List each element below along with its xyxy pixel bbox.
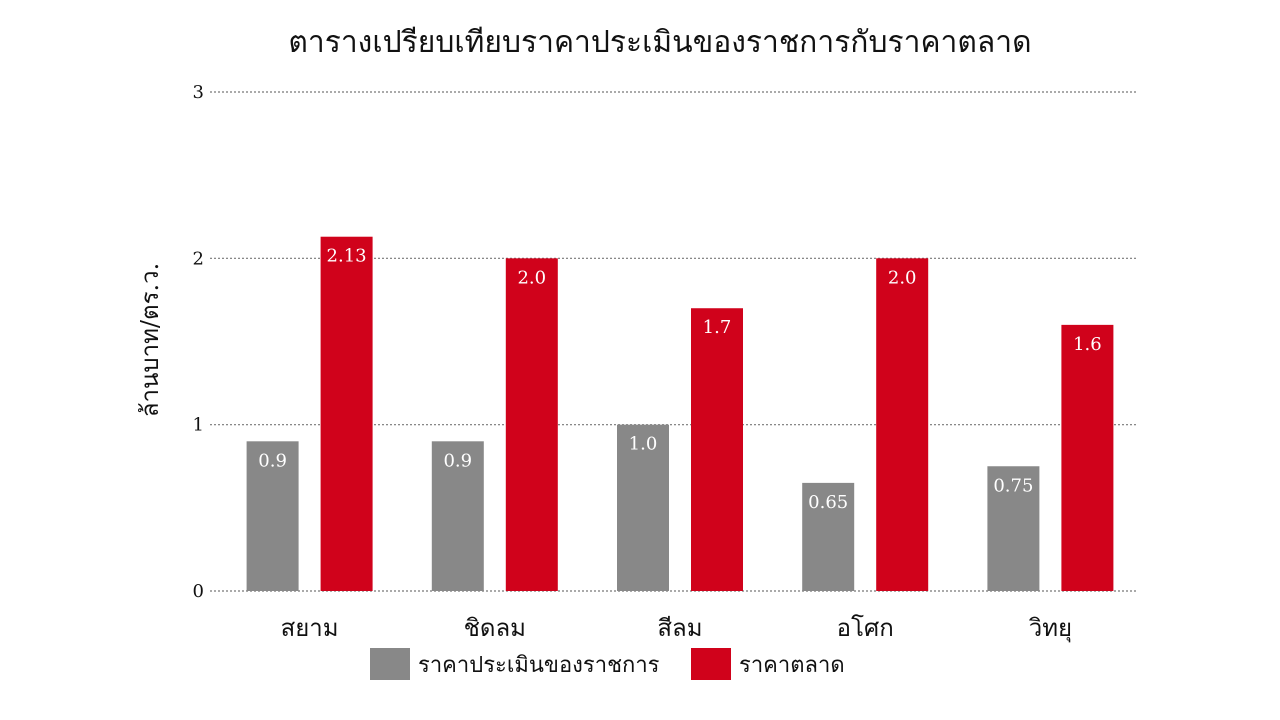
x-category-label: สีลม	[657, 614, 702, 642]
data-label: 2.0	[888, 267, 917, 288]
legend: ราคาประเมินของราชการ ราคาตลาด	[370, 648, 845, 680]
bar-government	[987, 466, 1040, 591]
legend-swatch	[691, 648, 731, 680]
data-label: 1.0	[629, 434, 658, 455]
bar-government	[246, 441, 299, 591]
data-label: 0.9	[258, 450, 287, 471]
chart-title: ตารางเปรียบเทียบราคาประเมินของราชการกับร…	[288, 25, 1031, 60]
bar-market	[691, 308, 743, 591]
bar-government	[802, 482, 855, 591]
y-tick-label: 3	[193, 82, 204, 103]
y-tick-label: 1	[193, 415, 204, 436]
x-category-label: สยาม	[281, 614, 339, 642]
bar-market	[320, 236, 373, 591]
y-tick-label: 0	[193, 581, 204, 602]
y-axis-ticks: 0 1 2 3	[193, 82, 204, 602]
legend-label: ราคาประเมินของราชการ	[418, 653, 660, 678]
bar-government	[617, 424, 669, 591]
data-label: 1.7	[703, 317, 732, 338]
bar-market	[505, 258, 558, 591]
x-axis-categories: สยาม ชิดลม สีลม อโศก วิทยุ	[281, 614, 1072, 643]
data-label: 0.9	[443, 450, 472, 471]
bar-market	[876, 258, 929, 591]
data-label: 1.6	[1073, 334, 1102, 355]
y-tick-label: 2	[193, 248, 204, 269]
x-category-label: ชิดลม	[464, 614, 526, 642]
data-label: 0.65	[808, 492, 848, 513]
bar-market	[1061, 324, 1114, 591]
x-category-label: อโศก	[837, 614, 894, 642]
data-label: 2.0	[517, 267, 546, 288]
y-axis-label: ล้านบาท/ตร.ว.	[136, 263, 164, 417]
bar-government	[431, 441, 484, 591]
data-label: 0.75	[993, 475, 1033, 496]
bars	[246, 236, 1114, 591]
data-label: 2.13	[327, 246, 367, 267]
legend-swatch	[370, 648, 410, 680]
data-labels: 0.9 2.13 0.9 2.0 1.0 1.7 0.65 2.0 0.75 1.6	[258, 246, 1101, 513]
x-category-label: วิทยุ	[1028, 614, 1072, 643]
legend-label: ราคาตลาด	[739, 653, 845, 678]
